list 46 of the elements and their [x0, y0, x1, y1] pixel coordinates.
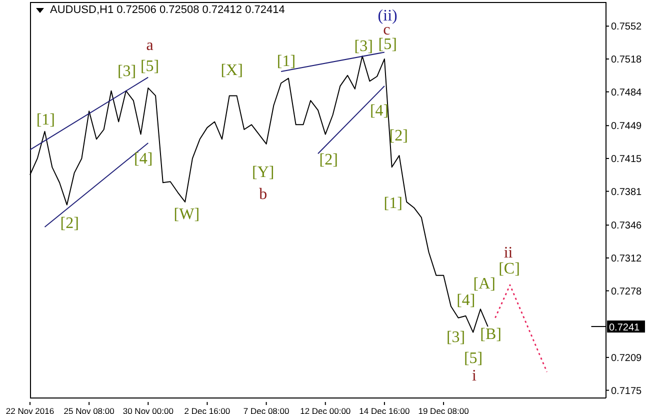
x-tick-label: 25 Nov 08:00	[64, 406, 115, 414]
y-tick-label: 0.7346	[611, 220, 642, 232]
y-tick-label: 0.7278	[611, 286, 642, 298]
annotation: [C]	[498, 260, 520, 278]
annotation: [1]	[36, 112, 55, 129]
annotation: [X]	[220, 62, 243, 79]
annotation: [5]	[140, 58, 160, 76]
y-tick-label: 0.7381	[611, 186, 642, 198]
y-tick-label: 0.7175	[611, 386, 642, 397]
annotation: [5]	[378, 36, 397, 54]
y-tick-label: 0.7484	[611, 87, 642, 98]
y-tick-label: 0.7449	[611, 121, 642, 132]
x-tick-label: 2 Dec 16:00	[184, 406, 230, 414]
annotation: [5]	[464, 350, 483, 367]
annotation: [4]	[134, 150, 153, 168]
annotation: [3]	[117, 62, 136, 80]
y-tick-label: 0.7209	[611, 352, 642, 364]
annotation: [2]	[319, 151, 338, 168]
y-tick-label: 0.7312	[611, 254, 642, 264]
ref-line-label: 0.7241	[609, 322, 640, 334]
annotation: [Y]	[252, 164, 274, 182]
annotation: i	[472, 368, 477, 385]
annotation: a	[146, 37, 154, 54]
y-tick-label: 0.7518	[611, 54, 642, 66]
annotation: [4]	[456, 292, 476, 310]
x-tick-label: 12 Dec 00:00	[300, 406, 351, 414]
annotation: [2]	[389, 127, 408, 144]
annotation: [3]	[446, 328, 466, 346]
y-tick-label: 0.7552	[611, 22, 642, 33]
annotation: ii	[504, 244, 514, 262]
x-tick-label: 7 Dec 08:00	[243, 406, 290, 414]
chart-title: AUDUSD,H1 0.72506 0.72508 0.72412 0.72414	[50, 4, 285, 16]
x-tick-label: 14 Dec 16:00	[359, 406, 410, 414]
annotation: [W]	[174, 206, 200, 223]
annotation: [B]	[480, 326, 502, 343]
x-tick-label: 22 Nov 2016	[6, 406, 54, 414]
annotation: [3]	[354, 38, 373, 56]
y-tick-label: 0.7415	[611, 154, 642, 166]
annotation: [4]	[370, 102, 389, 120]
annotation: [1]	[276, 53, 296, 70]
annotation: [2]	[60, 214, 79, 232]
annotation: b	[259, 186, 268, 204]
annotation: [A]	[473, 275, 496, 292]
x-tick-label: 30 Nov 00:00	[122, 406, 174, 414]
annotation: [1]	[384, 194, 402, 212]
x-tick-label: 19 Dec 08:00	[418, 406, 470, 414]
